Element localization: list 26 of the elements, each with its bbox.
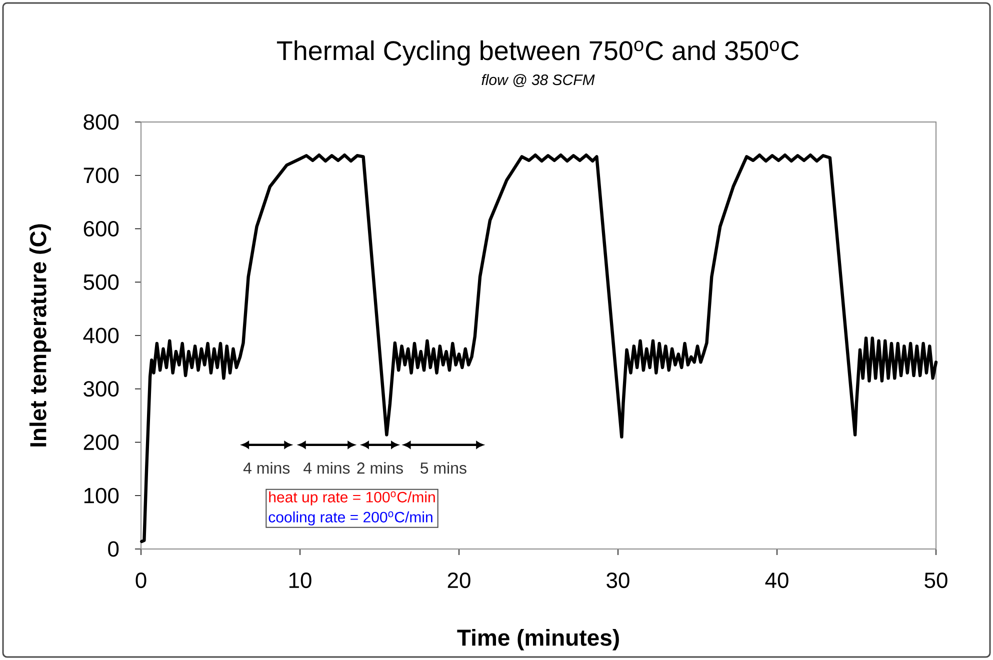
chart-title: Thermal Cycling between 750$^{o}$C and 350$^{o}$C: [276, 40, 799, 66]
x-axis-title: Time (minutes): [457, 628, 619, 650]
x-tick-label: 10: [289, 572, 312, 588]
x-tick-label: 40: [765, 572, 788, 588]
y-tick-label: 500: [84, 274, 119, 290]
y-tick-label: 400: [83, 328, 119, 344]
annotation: heat up rate = 100$^{o}$C/min: [269, 491, 435, 506]
y-tick-label: 0: [108, 541, 119, 557]
y-tick-label: 600: [84, 220, 119, 237]
annotation: 5 mins: [420, 462, 466, 474]
line-series: [140, 153, 938, 544]
annotation: cooling rate = 200$^{o}$C/min: [268, 511, 432, 526]
chart-subtitle: flow @ 38 SCFM: [482, 74, 595, 88]
y-tick-label: 800: [84, 114, 119, 130]
x-tick-label: 20: [448, 572, 470, 588]
x-tick-label: 30: [606, 572, 630, 588]
annotation: 4 mins: [243, 462, 290, 474]
x-tick-label: 50: [924, 572, 948, 588]
y-tick-label: 200: [84, 434, 119, 450]
y-tick-label: 100: [84, 488, 119, 504]
y-tick-label: 700: [84, 168, 119, 184]
x-tick-label: 0: [136, 572, 146, 588]
y-axis-title: Inlet temperature (C): [29, 224, 51, 446]
y-tick-label: 300: [84, 381, 119, 397]
annotation: 4 mins: [304, 462, 350, 474]
annotation: 2 mins: [357, 462, 403, 474]
